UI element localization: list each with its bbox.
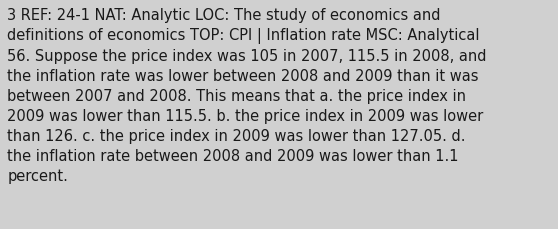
Text: 3 REF: 24-1 NAT: Analytic LOC: The study of economics and
definitions of economi: 3 REF: 24-1 NAT: Analytic LOC: The study…	[7, 8, 487, 184]
